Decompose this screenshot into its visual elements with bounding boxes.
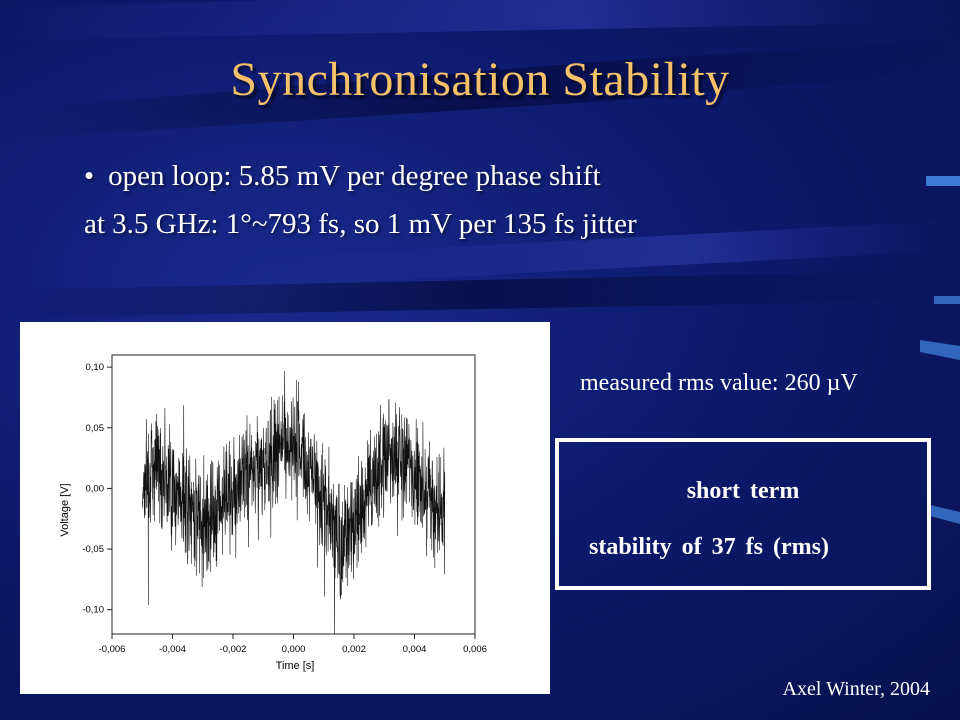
voltage-trace — [142, 370, 446, 635]
y-tick-label: -0,05 — [82, 544, 104, 555]
x-tick-label: 0,004 — [403, 644, 427, 655]
voltage-plot-panel: -0,006 -0,004 -0,002 0,000 0,002 0,004 0,006 0,… — [20, 322, 550, 694]
x-tick-label: -0,002 — [220, 644, 247, 655]
x-tick-label: 0,000 — [282, 644, 306, 655]
result-box: short term stability of 37 fs (rms) — [555, 438, 931, 590]
y-tick-label: 0,05 — [86, 423, 105, 434]
bullet-open-loop: • open loop: 5.85 mV per degree phase shi… — [84, 160, 601, 193]
y-tick-label: -0,10 — [82, 605, 104, 616]
voltage-chart: -0,006 -0,004 -0,002 0,000 0,002 0,004 0,006 0,… — [59, 354, 487, 672]
rms-measurement: measured rms value: 260 µV — [580, 370, 858, 396]
author-credit: Axel Winter, 2004 — [782, 678, 930, 700]
y-axis-label: Voltage [V] — [59, 483, 71, 536]
chart-axes: -0,006 -0,004 -0,002 0,000 0,002 0,004 0,006 0,… — [82, 354, 487, 655]
result-line-stability: stability of 37 fs (rms) — [589, 534, 829, 560]
bullet-text: open loop: 5.85 mV per degree phase shif… — [108, 160, 601, 192]
x-tick-label: 0,002 — [342, 644, 366, 655]
result-line-short-term: short term — [686, 478, 800, 504]
x-axis-label: Time [s] — [276, 660, 315, 672]
bullet-marker: • — [84, 160, 95, 192]
x-tick-label: -0,004 — [159, 644, 186, 655]
y-tick-label: 0,00 — [86, 483, 105, 494]
x-tick-label: 0,006 — [463, 644, 487, 655]
y-tick-label: 0,10 — [86, 362, 105, 373]
jitter-line: at 3.5 GHz: 1°~793 fs, so 1 mV per 135 f… — [84, 208, 637, 240]
slide-title: Synchronisation Stability — [230, 53, 730, 106]
x-tick-label: -0,006 — [99, 644, 126, 655]
